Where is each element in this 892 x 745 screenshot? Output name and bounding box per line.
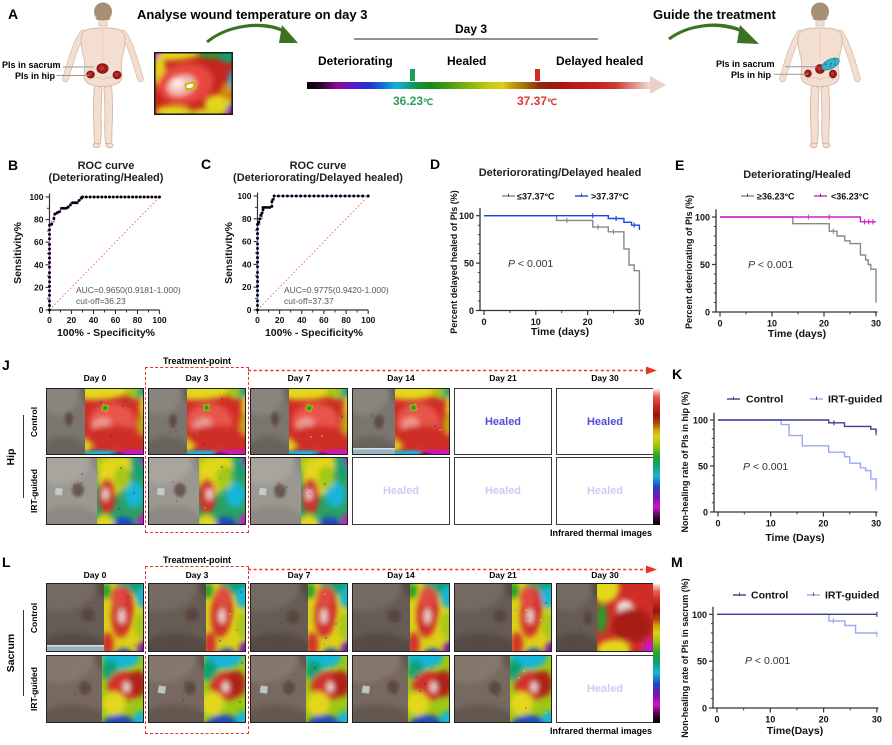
svg-text:IRT-guided: IRT-guided — [825, 590, 879, 602]
svg-text:80: 80 — [133, 315, 143, 325]
svg-text:ROC curve: ROC curve — [290, 160, 347, 172]
svg-text:100: 100 — [693, 416, 708, 426]
svg-text:50: 50 — [697, 657, 707, 667]
svg-text:≥36.23°C: ≥36.23°C — [757, 192, 795, 202]
svg-text:10: 10 — [767, 319, 777, 329]
svg-text:0: 0 — [255, 315, 260, 325]
svg-text:(Deteriororating/Delayed heale: (Deteriororating/Delayed healed) — [233, 172, 403, 184]
svg-text:0: 0 — [39, 305, 44, 315]
svg-text:50: 50 — [698, 462, 708, 472]
svg-text:80: 80 — [341, 315, 351, 325]
svg-text:80: 80 — [34, 215, 44, 225]
svg-text:0: 0 — [705, 308, 710, 318]
svg-text:Sensitivity%: Sensitivity% — [225, 221, 235, 284]
svg-text:40: 40 — [89, 315, 99, 325]
svg-text:Deteriorating/Healed: Deteriorating/Healed — [743, 169, 851, 181]
svg-text:100: 100 — [29, 192, 43, 202]
svg-text:Deteriororating/Delayed healed: Deteriororating/Delayed healed — [479, 167, 642, 179]
svg-text:20: 20 — [242, 282, 252, 292]
svg-text:Time (days): Time (days) — [531, 326, 589, 338]
svg-text:40: 40 — [297, 315, 307, 325]
svg-text:100: 100 — [692, 610, 707, 620]
svg-text:10: 10 — [766, 519, 776, 529]
svg-text:0: 0 — [469, 306, 474, 316]
svg-text:100% - Specificity%: 100% - Specificity% — [57, 327, 156, 339]
svg-text:0: 0 — [481, 317, 486, 327]
svg-text:100: 100 — [237, 191, 251, 201]
svg-text:20: 20 — [819, 319, 829, 329]
svg-text:10: 10 — [765, 715, 775, 725]
svg-text:AUC=0.9650(0.9181-1.000): AUC=0.9650(0.9181-1.000) — [76, 285, 181, 295]
svg-text:20: 20 — [819, 715, 829, 725]
svg-text:≤37.37°C: ≤37.37°C — [517, 192, 555, 202]
svg-text:Non-healing rate of PIs in hip: Non-healing rate of PIs in hip (%) — [680, 391, 690, 532]
svg-text:>37.37°C: >37.37°C — [591, 192, 629, 202]
svg-text:30: 30 — [871, 319, 881, 329]
svg-text:30: 30 — [871, 519, 881, 529]
svg-text:40: 40 — [34, 260, 44, 270]
svg-text:20: 20 — [67, 315, 77, 325]
svg-text:0: 0 — [247, 305, 252, 315]
svg-text:60: 60 — [242, 237, 252, 247]
svg-text:P < 0.001: P < 0.001 — [508, 258, 553, 270]
svg-text:Control: Control — [751, 590, 788, 602]
svg-text:Non-healing rate of PIs in sac: Non-healing rate of PIs in sacrum (%) — [680, 578, 690, 738]
svg-text:P < 0.001: P < 0.001 — [745, 655, 790, 667]
svg-text:cut-off=36.23: cut-off=36.23 — [76, 296, 126, 306]
svg-text:80: 80 — [242, 214, 252, 224]
svg-text:cut-off=37.37: cut-off=37.37 — [284, 296, 334, 306]
svg-text:AUC=0.9775(0.9420-1.000): AUC=0.9775(0.9420-1.000) — [284, 285, 389, 295]
svg-text:0: 0 — [717, 319, 722, 329]
svg-text:(Deteriorating/Healed): (Deteriorating/Healed) — [49, 172, 164, 184]
svg-text:60: 60 — [319, 315, 329, 325]
svg-text:30: 30 — [634, 317, 644, 327]
svg-text:P < 0.001: P < 0.001 — [748, 259, 793, 271]
svg-text:0: 0 — [702, 704, 707, 714]
svg-text:Control: Control — [746, 394, 783, 406]
svg-text:<36.23°C: <36.23°C — [831, 192, 869, 202]
svg-text:20: 20 — [275, 315, 285, 325]
svg-text:0: 0 — [714, 715, 719, 725]
svg-text:Percent deteriorating of PIs (: Percent deteriorating of PIs (%) — [684, 195, 694, 329]
svg-text:100: 100 — [152, 315, 166, 325]
svg-text:Sensitivity%: Sensitivity% — [12, 221, 24, 284]
svg-text:100: 100 — [361, 315, 375, 325]
svg-text:20: 20 — [583, 317, 593, 327]
svg-text:40: 40 — [242, 259, 252, 269]
svg-text:P < 0.001: P < 0.001 — [743, 461, 788, 473]
svg-text:20: 20 — [818, 519, 828, 529]
svg-text:IRT-guided: IRT-guided — [828, 394, 882, 406]
svg-text:Time(Days): Time(Days) — [767, 725, 823, 737]
svg-text:100% - Specificity%: 100% - Specificity% — [265, 327, 364, 339]
svg-text:30: 30 — [872, 715, 882, 725]
svg-text:10: 10 — [531, 317, 541, 327]
svg-text:20: 20 — [34, 282, 44, 292]
svg-text:100: 100 — [695, 213, 710, 223]
svg-text:60: 60 — [111, 315, 121, 325]
svg-text:50: 50 — [700, 260, 710, 270]
svg-text:Time (Days): Time (Days) — [765, 532, 824, 544]
svg-text:0: 0 — [47, 315, 52, 325]
svg-text:50: 50 — [464, 259, 474, 269]
svg-text:0: 0 — [715, 519, 720, 529]
svg-text:60: 60 — [34, 237, 44, 247]
svg-text:Time (days): Time (days) — [768, 328, 826, 340]
svg-text:Percent delayed healed of PIs: Percent delayed healed of PIs (%) — [449, 190, 459, 334]
svg-text:100: 100 — [459, 211, 474, 221]
svg-text:0: 0 — [703, 508, 708, 518]
svg-text:ROC curve: ROC curve — [78, 160, 135, 172]
